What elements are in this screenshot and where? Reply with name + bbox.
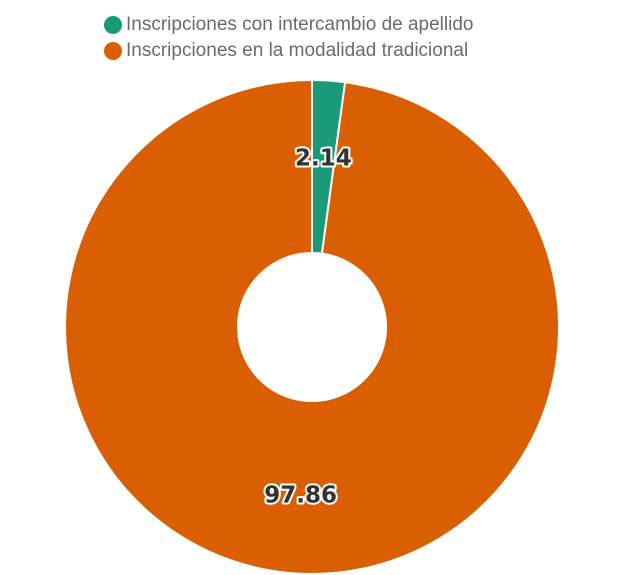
legend-item-tradicional[interactable]: Inscripciones en la modalidad tradiciona… — [104, 38, 473, 64]
legend-item-intercambio[interactable]: Inscripciones con intercambio de apellid… — [104, 12, 473, 38]
legend-label-tradicional: Inscripciones en la modalidad tradiciona… — [126, 40, 469, 61]
legend-label-intercambio: Inscripciones con intercambio de apellid… — [126, 14, 474, 35]
data-label-0: 2.14 — [295, 145, 352, 171]
chart-legend: Inscripciones con intercambio de apellid… — [104, 12, 473, 64]
donut-slice-tradicional[interactable] — [64, 78, 560, 575]
legend-swatch-tradicional — [104, 42, 122, 60]
legend-swatch-intercambio — [104, 16, 122, 34]
data-label-1: 97.86 — [264, 483, 337, 509]
